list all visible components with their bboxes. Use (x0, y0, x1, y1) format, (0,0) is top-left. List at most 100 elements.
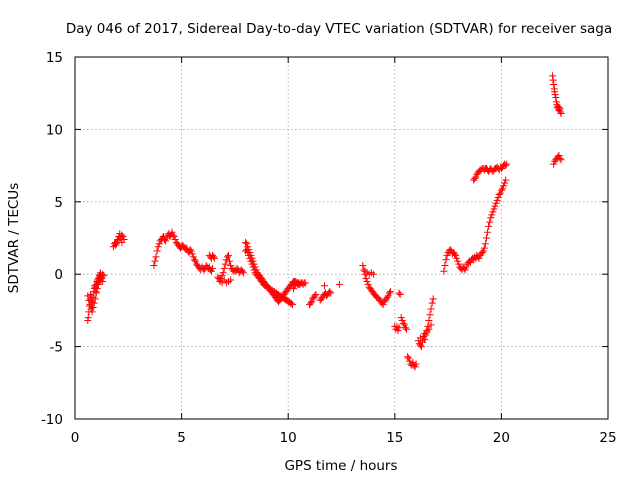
data-point (362, 275, 370, 283)
data-point (99, 270, 107, 278)
data-point (461, 266, 469, 274)
x-tick-label: 20 (493, 430, 510, 446)
data-point (207, 267, 215, 275)
data-point (455, 260, 463, 268)
data-point (307, 299, 315, 307)
data-point (159, 233, 167, 241)
data-point (394, 327, 402, 335)
data-point (552, 94, 560, 102)
plot-frame (74, 56, 609, 420)
data-point (488, 211, 496, 219)
data-point (238, 267, 246, 275)
data-point (503, 160, 511, 168)
data-point (429, 295, 437, 303)
data-point (152, 253, 160, 261)
x-axis-label: GPS time / hours (284, 458, 397, 474)
data-point (363, 277, 371, 285)
data-point (96, 277, 104, 285)
data-point (359, 262, 367, 270)
data-point (225, 251, 233, 259)
data-point (412, 360, 420, 368)
data-point (155, 240, 163, 248)
data-point (493, 196, 501, 204)
data-point (495, 191, 503, 199)
data-point (422, 331, 430, 339)
data-point (442, 256, 450, 264)
data-point (248, 260, 256, 268)
data-points (84, 72, 565, 371)
x-tick-label: 0 (71, 430, 80, 446)
data-point (401, 324, 409, 332)
data-point (85, 296, 93, 304)
data-point (486, 218, 494, 226)
data-point (116, 234, 124, 242)
data-point (471, 175, 479, 183)
data-point (249, 263, 257, 271)
data-point (209, 264, 217, 272)
data-point (245, 251, 253, 259)
data-point (320, 282, 328, 290)
data-point (452, 251, 460, 259)
data-point (118, 238, 126, 246)
data-point (398, 317, 406, 325)
data-point (453, 254, 461, 262)
x-tick-label: 10 (280, 430, 297, 446)
data-point (427, 305, 435, 313)
y-tick-label: 0 (54, 267, 63, 283)
data-point (428, 299, 436, 307)
data-point (246, 254, 254, 262)
x-tick-label: 25 (599, 430, 616, 446)
data-point (472, 173, 480, 181)
data-point (183, 244, 191, 252)
data-point (466, 259, 474, 267)
data-point (384, 292, 392, 300)
data-point (492, 199, 500, 207)
data-point (223, 253, 231, 261)
data-point (427, 321, 435, 329)
data-point (479, 247, 487, 255)
data-point (405, 354, 413, 362)
y-tick-label: 5 (54, 195, 63, 211)
data-point (93, 285, 101, 293)
data-point (308, 298, 316, 306)
y-axis-label: SDTVAR / TECUs (6, 183, 22, 293)
data-point (502, 162, 510, 170)
data-point (113, 240, 121, 248)
y-tick-label: -10 (41, 412, 63, 428)
data-point (154, 243, 162, 251)
data-point (419, 337, 427, 345)
data-point (501, 179, 509, 187)
data-point (226, 257, 234, 265)
data-point (100, 272, 108, 280)
data-point (239, 269, 247, 277)
data-point (312, 290, 320, 298)
data-point (497, 186, 505, 194)
data-point (294, 280, 302, 288)
data-point (478, 248, 486, 256)
data-point (168, 228, 176, 236)
data-point (475, 254, 483, 262)
data-point (440, 267, 448, 275)
data-point (327, 289, 335, 297)
data-point (369, 270, 377, 278)
data-point (379, 301, 387, 309)
data-point (557, 156, 565, 164)
data-point (84, 314, 92, 322)
data-point (227, 262, 235, 270)
data-point (89, 304, 97, 312)
data-point (556, 105, 564, 113)
data-point (485, 222, 493, 230)
data-point (244, 248, 252, 256)
data-point (425, 317, 433, 325)
data-point (219, 269, 227, 277)
data-point (190, 256, 198, 264)
data-point (462, 263, 470, 271)
data-point (487, 214, 495, 222)
data-point (383, 293, 391, 301)
data-point (496, 189, 504, 197)
data-point (189, 253, 197, 261)
data-point (399, 319, 407, 327)
data-point (326, 288, 334, 296)
data-point (502, 176, 510, 184)
data-point (500, 182, 508, 190)
